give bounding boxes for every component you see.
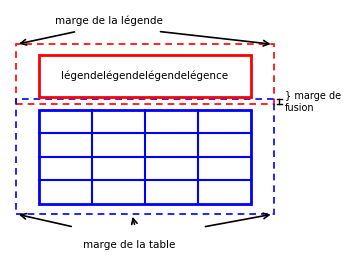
Text: } marge de
fusion: } marge de fusion — [285, 91, 341, 112]
Text: marge de la table: marge de la table — [83, 240, 175, 250]
Bar — [39, 110, 251, 204]
Text: légendelégendelégendelégence: légendelégendelégendelégence — [61, 70, 228, 81]
Text: marge de la légende: marge de la légende — [56, 16, 163, 26]
Bar — [16, 99, 273, 214]
Bar — [39, 55, 251, 97]
Bar — [16, 44, 273, 104]
